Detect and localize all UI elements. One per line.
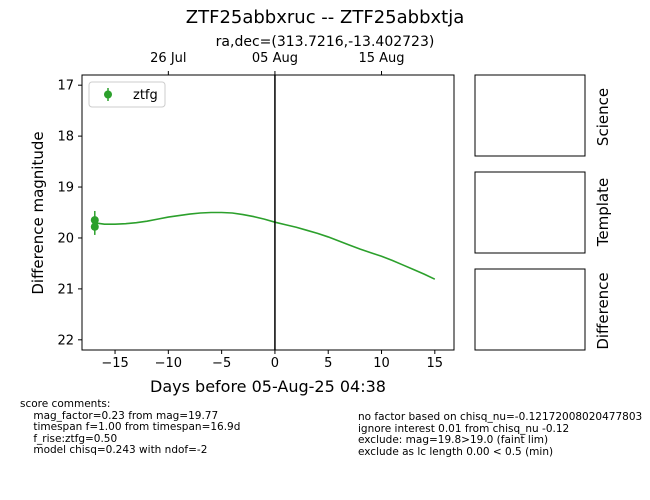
legend-marker bbox=[104, 90, 112, 99]
y-tick-label: 18 bbox=[57, 130, 74, 145]
y-tick-label: 20 bbox=[57, 231, 74, 246]
y-tick-label: 19 bbox=[57, 181, 74, 196]
x-tick-label: −15 bbox=[101, 356, 128, 371]
x-tick-label: −5 bbox=[212, 356, 231, 371]
x-tick-label: −10 bbox=[155, 356, 182, 371]
plot-frame bbox=[81, 74, 455, 351]
model-line-ztfg bbox=[93, 211, 436, 280]
y-axis-label: Difference magnitude bbox=[29, 131, 47, 295]
y-tick-label: 22 bbox=[57, 333, 74, 348]
top-tick-label: 15 Aug bbox=[358, 51, 404, 66]
x-axis-label: Days before 05-Aug-25 04:38 bbox=[150, 377, 386, 396]
template-image-panel bbox=[474, 171, 586, 254]
x-tick-label: 15 bbox=[427, 356, 444, 371]
science-panel-label: Science bbox=[594, 87, 612, 147]
chart-title: ZTF25abbxruc -- ZTF25abbxtja bbox=[185, 7, 465, 28]
top-tick-label: 05 Aug bbox=[252, 51, 298, 66]
template-panel-label: Template bbox=[594, 177, 612, 247]
difference-image-panel bbox=[474, 268, 586, 351]
difference-panel-label: Difference bbox=[594, 272, 612, 350]
legend-label: ztfg bbox=[133, 88, 158, 103]
science-image-panel bbox=[474, 74, 586, 157]
chart-subtitle: ra,dec=(313.7216,-13.402723) bbox=[215, 34, 435, 50]
score-comments-left: score comments: mag_factor=0.23 from mag… bbox=[20, 398, 241, 456]
score-comments-right: no factor based on chisq_nu=-0.121720080… bbox=[358, 411, 643, 458]
top-tick-label: 26 Jul bbox=[150, 51, 186, 66]
x-tick-label: 5 bbox=[324, 356, 332, 371]
y-tick-label: 17 bbox=[57, 79, 74, 94]
data-point-ztfg-1 bbox=[90, 222, 99, 231]
x-tick-label: 10 bbox=[373, 356, 390, 371]
x-tick-label: 0 bbox=[271, 356, 279, 371]
y-tick-label: 21 bbox=[57, 282, 74, 297]
